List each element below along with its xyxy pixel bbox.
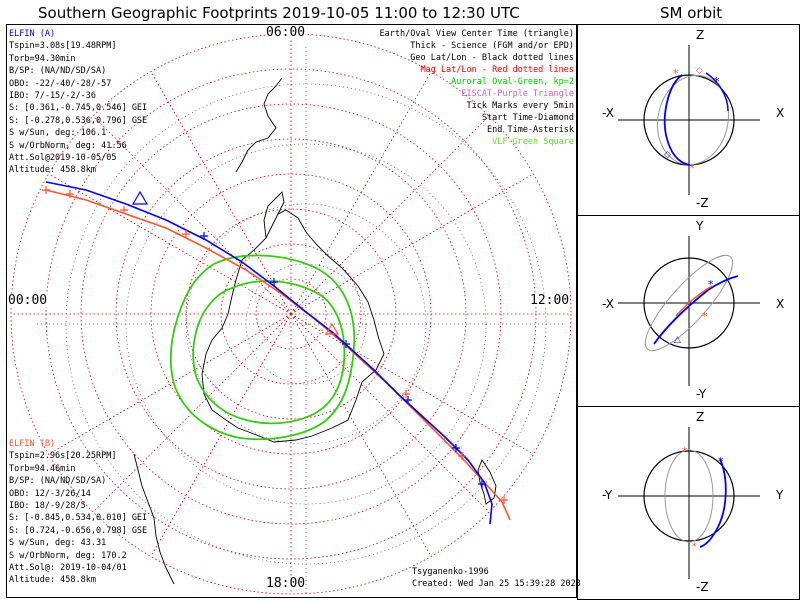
svg-text:*: * <box>690 164 695 174</box>
sm-panel-xz-plot: * * ◇ ◇ * <box>618 45 760 195</box>
map-frame <box>6 24 577 598</box>
sm-panel-xy-plot: * * △ <box>618 236 760 386</box>
elfin-a-line: Att.Sol@2019-10-05/05 <box>9 153 117 164</box>
elfin-b-line: Att.Sol@: 2019-10-04/01 <box>9 563 127 574</box>
sm-panel-yz-plot: * * * <box>618 427 760 579</box>
elfin-a-line: B/SP: (NA/ND/SD/SA) <box>9 66 107 77</box>
sm-axis-label: -Y <box>602 488 613 502</box>
elfin-b-info: ELFIN (B) Tspin=2.96s[20.25RPM] Torb=94.… <box>9 438 147 587</box>
legend-item: Thick - Science (FGM and/or EPD) <box>410 41 574 51</box>
elfin-b-line: Torb=94.46min <box>9 463 76 474</box>
legend-item: Mag Lat/Lon - Red dotted lines <box>420 65 574 75</box>
elfin-b-line: OBO: 12/-3/26/14 <box>9 488 91 499</box>
auroral-oval-outer <box>169 254 356 441</box>
elfin-a-info: ELFIN (A) Tspin=3.08s[19.48RPM] Torb=94.… <box>9 28 147 177</box>
elfin-b-line: Tspin=2.96s[20.25RPM] <box>9 451 117 462</box>
legend: Earth/Oval View Center Time (triangle) T… <box>380 28 574 148</box>
svg-text:*: * <box>718 455 724 468</box>
elfin-a-line: S w/Sun, deg: 106.1 <box>9 128 107 139</box>
sm-axis-label: -Y <box>696 387 707 401</box>
svg-text:*: * <box>673 67 679 80</box>
svg-text:*: * <box>714 75 720 88</box>
sm-orbit-title: SM orbit <box>660 4 723 22</box>
svg-text:△: △ <box>674 335 681 345</box>
south-america-coast <box>235 77 283 173</box>
antarctic-peninsula <box>263 191 285 239</box>
legend-item: VLF-Green Square <box>492 137 574 147</box>
credits-created: Created: Wed Jan 25 15:39:28 2023 <box>412 579 581 589</box>
sm-axis-label: Y <box>696 219 704 233</box>
legend-item: Earth/Oval View Center Time (triangle) <box>379 29 574 39</box>
sm-axis-label: X <box>776 297 785 311</box>
sm-axis-label: Y <box>776 488 784 502</box>
sm-axis-label: -Z <box>696 580 709 594</box>
elfin-a-line: Altitude: 458.8km <box>9 165 96 176</box>
mag-lat-grid <box>10 33 572 595</box>
elfin-a-line: IBO: 7/-15/-2/-36 <box>9 91 96 102</box>
legend-item: Tick Marks every 5min <box>466 101 574 111</box>
geo-lat-grid <box>36 44 566 594</box>
sm-panel-xy: * * △ Y -Y -X X <box>577 215 800 407</box>
sm-axis-label: -X <box>602 297 614 311</box>
elfin-a-line: Tspin=3.08s[19.48RPM] <box>9 41 117 52</box>
svg-text:*: * <box>682 445 688 458</box>
sm-panel-xz: * * ◇ ◇ * Z -Z -X X <box>577 24 800 216</box>
svg-text:*: * <box>692 542 697 552</box>
elfin-b-line: B/SP: (NA/ND/SD/SA) <box>9 476 107 487</box>
sm-axis-label: X <box>776 106 785 120</box>
elfin-a-line: Torb=94.30min <box>9 53 76 64</box>
legend-item: Auroral Oval-Green, kp=2 <box>451 77 574 87</box>
elfin-a-ticks <box>200 232 486 488</box>
svg-text:◇: ◇ <box>664 150 671 160</box>
svg-text:◇: ◇ <box>696 66 703 76</box>
elfin-a-line: OBO: -22/-40/-28/-57 <box>9 78 112 89</box>
elfin-a-name: ELFIN (A) <box>9 29 56 39</box>
elfin-b-ticks <box>42 186 508 504</box>
elfin-b-line: S: [-0.845,0.534,0.010] GEI <box>9 513 148 524</box>
elfin-b-line: S w/Sun, deg: 43.31 <box>9 538 107 549</box>
legend-item: Start Time-Diamond <box>481 113 574 123</box>
svg-text:*: * <box>708 278 714 291</box>
elfin-a-line: S: [-0.278,0.536,0.796] GSE <box>9 115 148 126</box>
legend-item: EISCAT-Purple Triangle <box>461 89 574 99</box>
hour-label-right: 12:00 <box>530 293 570 308</box>
footprint-map <box>10 33 572 595</box>
sm-axis-label: Z <box>696 28 705 42</box>
elfin-b-name: ELFIN (B) <box>9 439 56 449</box>
sm-panel-yz: * * * Z -Z -Y Y <box>577 406 800 600</box>
plot-title: Southern Geographic Footprints 2019-10-0… <box>38 4 520 22</box>
sm-axis-label: Z <box>696 410 705 424</box>
elfin-a-line: S: [0.361,-0.745,0.546] GEI <box>9 103 148 114</box>
legend-item: Geo Lat/Lon - Black dotted lines <box>410 53 574 63</box>
elfin-a-track <box>45 181 493 525</box>
elfin-b-line: S: [0.724,-0.656,0.798] GSE <box>9 525 148 536</box>
elfin-b-line: S w/OrbNorm, deg: 170.2 <box>9 550 127 561</box>
sm-axis-label: -X <box>602 106 614 120</box>
hour-label-left: 00:00 <box>8 293 48 308</box>
auroral-oval-inner <box>192 280 346 425</box>
hour-label-bottom: 18:00 <box>266 576 306 591</box>
svg-text:*: * <box>702 310 708 323</box>
hour-label-top: 06:00 <box>266 25 306 40</box>
elfin-b-view-triangle <box>324 322 340 335</box>
elfin-b-line: IBO: 18/-9/28/5 <box>9 501 86 512</box>
elfin-b-line: Altitude: 458.8km <box>9 575 96 586</box>
elfin-a-view-triangle <box>131 190 149 205</box>
credits-author: Tsyganenko-1996 <box>412 567 489 577</box>
africa-coast <box>133 453 175 585</box>
antarctica-coastline <box>201 209 385 443</box>
sm-axis-label: -Z <box>696 196 709 210</box>
elfin-a-line: S w/OrbNorm, deg: 41.56 <box>9 140 127 151</box>
legend-item: End Time-Asterisk <box>487 125 574 135</box>
